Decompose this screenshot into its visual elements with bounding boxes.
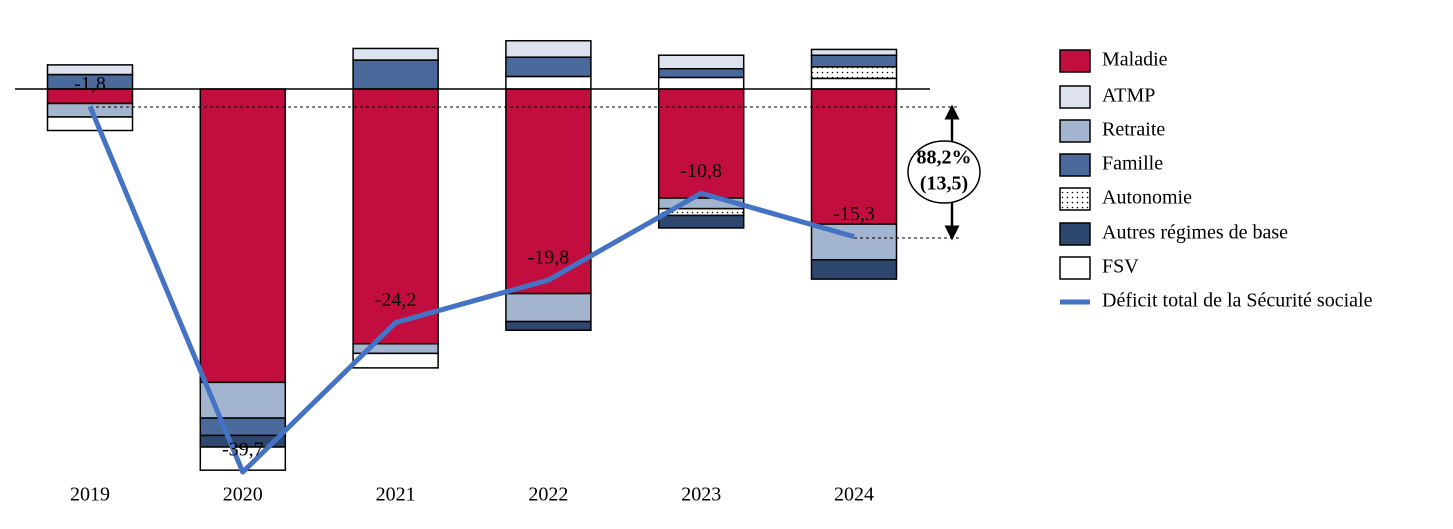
bar-segment [657,214,745,229]
data-label: -39,7 [222,439,264,461]
x-tick-label: 2022 [528,484,568,506]
bar-segment [810,77,898,90]
legend-label: FSV [1102,256,1139,278]
bar-segment [657,54,745,70]
bar-segment [810,259,898,280]
legend-label: ATMP [1102,85,1155,107]
x-tick-label: 2023 [681,484,721,506]
bar-segment [810,88,898,225]
legend-label: Famille [1102,153,1163,175]
bar-segment [352,88,439,345]
bar-segment [505,56,592,78]
legend-swatch [1059,256,1091,280]
x-tick-label: 2021 [376,484,416,506]
bar-segment [810,66,898,80]
legend-label: Autonomie [1102,187,1192,209]
bar-segment [352,47,439,61]
bar-segment [505,40,592,58]
data-label: -10,8 [680,160,722,182]
bar-segment [810,54,898,68]
x-tick-label: 2019 [70,484,110,506]
legend-swatch [1059,222,1091,246]
legend-swatch [1059,49,1091,73]
legend-label: Déficit total de la Sécurité sociale [1102,290,1373,312]
bar-segment [199,88,287,384]
bar-segment [46,64,134,76]
bar-segment [199,417,287,437]
bar-segment [505,75,592,90]
annotation: 88,2% [917,147,972,169]
legend-label: Maladie [1102,49,1168,71]
bar-segment [352,352,439,369]
bar-segment [352,59,439,90]
data-label: -1,8 [74,73,106,95]
annotation-ellipse [907,140,981,204]
legend-swatch [1059,119,1091,143]
data-label: -24,2 [375,289,417,311]
legend-label: Autres régimes de base [1102,222,1288,244]
legend-swatch [1059,153,1091,177]
x-tick-label: 2020 [223,484,263,506]
legend-label: Retraite [1102,119,1165,141]
legend-swatch [1059,85,1091,109]
bar-segment [657,76,745,90]
annotation: (13,5) [920,173,968,195]
data-label: -19,8 [528,247,570,269]
bar-segment [657,67,745,79]
bar-segment [505,320,592,332]
total-line [87,105,855,475]
bar-segment [505,292,592,323]
x-tick-label: 2024 [834,484,874,506]
bar-segment [810,48,898,56]
legend-swatch [1059,187,1091,211]
data-label: -15,3 [833,203,875,225]
bar-segment [46,116,134,132]
bar-segment [505,88,592,295]
